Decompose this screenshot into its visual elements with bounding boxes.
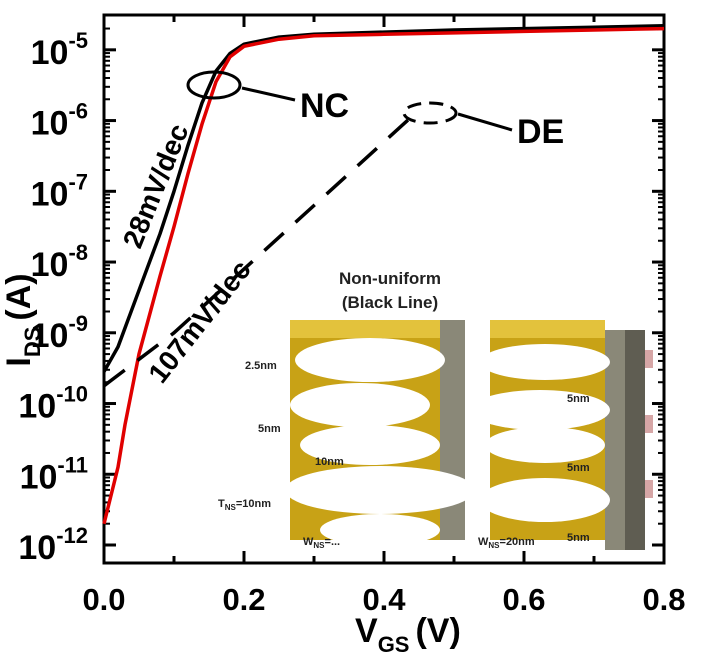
y-tick-label: 10-6 <box>31 99 88 143</box>
inset-title-line2: (Black Line) <box>342 293 438 312</box>
de-label: DE <box>517 113 564 151</box>
inset-label-r1: 5nm <box>567 393 590 405</box>
y-tick-label: 10-8 <box>31 240 88 284</box>
nc-callout-ellipse <box>186 70 242 100</box>
nc-callout-line <box>241 86 296 102</box>
inset-contact-3 <box>645 480 653 498</box>
inset-contact-1 <box>645 350 653 368</box>
device-inset: Non-uniform (Black Line) 2.5nm 5nm 10nm … <box>218 269 653 550</box>
inset-white-regions <box>285 338 610 546</box>
x-tick-label: 0.8 <box>642 582 685 617</box>
x-tick-label: 0.0 <box>82 582 125 617</box>
inset-label-t1: 2.5nm <box>245 360 277 372</box>
inset-label-t3: 10nm <box>315 456 344 468</box>
de-callout-line <box>457 112 513 132</box>
slope-label-nc: 28mV/dec <box>117 119 195 252</box>
series-line-2 <box>102 26 665 525</box>
inset-left-top <box>290 320 465 338</box>
y-tick-label: 10-12 <box>18 523 88 567</box>
nc-label: NC <box>300 87 349 125</box>
inset-right-top <box>490 320 605 338</box>
axes-ticks: 0.0 0.2 0.4 0.6 0.8 10-5 10-6 10-7 10-8 10-9 10-10… <box>18 15 686 617</box>
x-tick-label: 0.2 <box>222 582 265 617</box>
inset-label-wns-right: WNS=20nm <box>478 536 535 550</box>
inset-label-tns: TNS=10nm <box>218 498 271 512</box>
inset-label-r2: 5nm <box>567 462 590 474</box>
x-tick-label: 0.4 <box>362 582 406 617</box>
inset-right-edge <box>625 330 645 550</box>
inset-contact-2 <box>645 415 653 433</box>
de-callout-ellipse <box>402 101 458 125</box>
x-tick-label: 0.6 <box>502 582 545 617</box>
y-axis-title: IDS(A) <box>0 273 45 366</box>
y-tick-label: 10-7 <box>31 169 88 213</box>
inset-label-r3: 5nm <box>567 532 590 544</box>
y-tick-label: 10-5 <box>31 28 88 72</box>
y-tick-label: 10-10 <box>18 382 88 426</box>
inset-label-wns-left: WNS=... <box>303 536 340 550</box>
series-line-1 <box>102 24 665 373</box>
y-tick-label: 10-9 <box>31 311 88 355</box>
x-axis-title: VGS (V) <box>355 612 461 657</box>
inset-label-t2: 5nm <box>258 423 281 435</box>
y-tick-label: 10-11 <box>20 452 88 496</box>
inset-title-line1: Non-uniform <box>339 269 441 288</box>
series-layer <box>102 24 665 525</box>
series-line-3 <box>102 108 421 388</box>
